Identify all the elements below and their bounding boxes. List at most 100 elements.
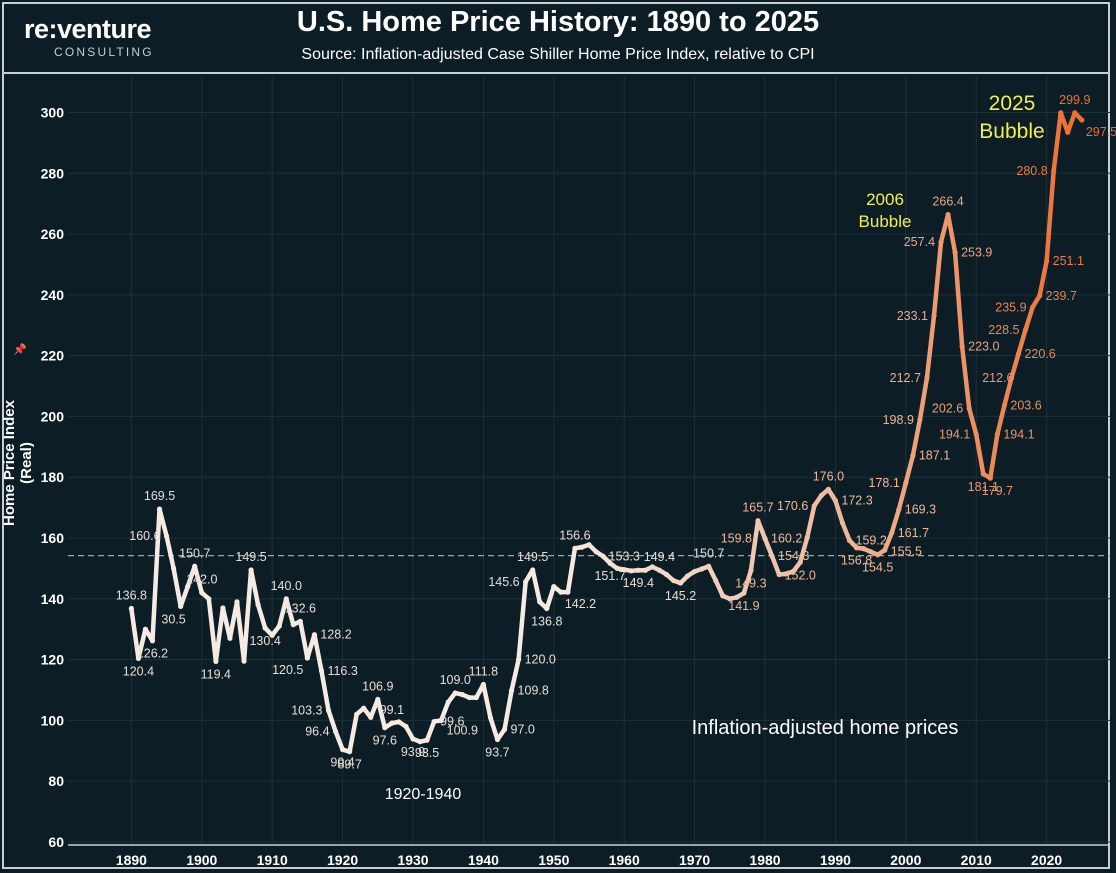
data-label: 266.4 <box>932 195 963 209</box>
data-label: 165.7 <box>742 501 773 515</box>
data-point <box>811 503 817 509</box>
data-point <box>903 480 909 486</box>
series-line-segment <box>952 250 965 349</box>
data-point <box>670 577 677 584</box>
data-label: 156.6 <box>559 528 590 542</box>
data-label: 90.4 <box>330 756 354 770</box>
series-line-segment <box>1002 375 1014 408</box>
data-point <box>389 720 395 726</box>
y-tick-label: 160 <box>41 530 65 546</box>
data-point <box>332 728 339 734</box>
data-point <box>1029 304 1036 310</box>
data-label: 99.1 <box>380 703 404 717</box>
chart-subtitle: Source: Inflation-adjusted Case Shiller … <box>301 46 815 63</box>
logo-wordmark: re:venture <box>24 14 152 44</box>
series-line-segment <box>347 712 359 754</box>
data-label: 170.6 <box>777 499 808 513</box>
data-point <box>713 577 719 584</box>
data-point <box>677 580 684 586</box>
data-point <box>551 584 557 590</box>
series-line-segment <box>502 688 514 732</box>
data-label: 128.2 <box>320 628 351 642</box>
y-tick-label: 240 <box>41 287 65 303</box>
data-point <box>952 249 958 256</box>
series-line-segment <box>509 657 521 693</box>
brand-logo: re:venture CONSULTING <box>24 14 154 59</box>
x-tick-label: 1890 <box>116 852 147 868</box>
data-point <box>945 212 951 218</box>
data-label: 152.0 <box>785 568 816 582</box>
series-line-segment <box>973 432 986 477</box>
data-label: 181.1 <box>968 480 999 494</box>
data-point <box>868 549 874 555</box>
data-point <box>220 605 226 611</box>
data-label: 253.9 <box>961 246 992 260</box>
series-line-segment <box>164 533 176 571</box>
data-label: 179.7 <box>982 484 1013 498</box>
y-axis-label: Home Price Index (Real) <box>1 400 35 526</box>
data-point <box>692 568 698 575</box>
y-tick-label: 60 <box>48 834 64 850</box>
data-point <box>213 658 219 665</box>
data-point <box>347 749 353 755</box>
data-point <box>875 552 881 558</box>
series-line-segment <box>882 530 894 553</box>
x-tick-label: 1950 <box>538 852 569 868</box>
data-point <box>480 681 486 688</box>
data-point <box>706 563 712 569</box>
y-tick-label: 220 <box>41 348 65 364</box>
y-tick-label: 300 <box>41 104 65 120</box>
data-point <box>790 568 796 575</box>
data-label: 202.6 <box>932 402 963 416</box>
data-point <box>797 559 803 565</box>
x-tick-label: 2010 <box>961 852 992 868</box>
data-point <box>783 571 789 577</box>
series-line-segment <box>903 453 916 486</box>
data-label: 233.1 <box>897 309 928 323</box>
data-point <box>185 584 191 590</box>
data-point <box>565 589 571 595</box>
data-point <box>192 563 198 569</box>
x-tick-label: 1980 <box>749 852 780 868</box>
data-point <box>769 553 775 559</box>
data-point <box>149 638 156 644</box>
series-line-segment <box>924 313 937 381</box>
series-line-segment <box>150 506 162 643</box>
data-point <box>135 655 142 661</box>
data-label: 97.0 <box>511 722 535 736</box>
data-point <box>1044 258 1050 264</box>
data-label: 169.3 <box>905 503 936 517</box>
data-point <box>262 625 268 631</box>
data-point <box>635 567 641 573</box>
data-label: 297.5 <box>1086 125 1116 139</box>
series-line-segment <box>129 606 141 661</box>
data-label: 223.0 <box>968 340 999 354</box>
series-line-segment <box>805 503 817 540</box>
data-point <box>1015 351 1022 357</box>
data-point <box>642 567 648 573</box>
data-point <box>501 726 508 733</box>
data-point <box>628 568 634 574</box>
data-point <box>1079 117 1085 123</box>
data-label: 159.8 <box>721 532 752 546</box>
data-point <box>586 542 592 548</box>
series-line-segment <box>741 568 754 596</box>
series-line-segment <box>910 417 923 458</box>
data-point <box>403 723 409 730</box>
x-tick-label: 2000 <box>890 852 921 868</box>
y-tick-label: 200 <box>41 408 65 424</box>
era-1920-1940-note: 1920-1940 <box>385 786 462 803</box>
series-line-segment <box>1037 258 1049 299</box>
data-label: 149.5 <box>517 550 548 564</box>
y-tick-label: 260 <box>41 226 65 242</box>
data-point <box>459 691 465 698</box>
series-line-segment <box>192 564 205 595</box>
data-label: 149.5 <box>235 550 266 564</box>
data-point <box>515 656 522 663</box>
series-line-segment <box>713 578 726 599</box>
data-point <box>269 632 275 638</box>
x-tick-label: 2020 <box>1031 852 1062 868</box>
series-line-segment <box>530 567 542 605</box>
data-point <box>621 567 627 573</box>
